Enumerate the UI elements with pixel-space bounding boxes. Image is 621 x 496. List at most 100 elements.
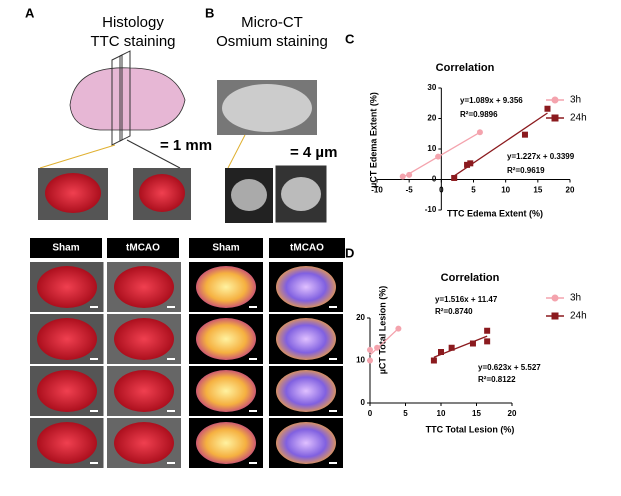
- y-tick-label: 20: [356, 313, 365, 322]
- fit-line: [402, 131, 481, 179]
- data-point: [374, 344, 381, 351]
- legend-label: 3h: [570, 95, 581, 106]
- data-point: [448, 344, 455, 351]
- legend-label: 24h: [570, 113, 587, 124]
- scale-mark: [329, 462, 337, 464]
- data-point: [430, 357, 437, 364]
- x-tick-label: 0: [439, 186, 444, 195]
- brain-slice: [114, 422, 174, 464]
- x-tick-label: 15: [533, 186, 542, 195]
- panel-title: TTC staining: [90, 33, 175, 50]
- x-tick-label: 5: [471, 186, 476, 195]
- scale-mark: [329, 306, 337, 308]
- brain-slice: [196, 266, 256, 308]
- data-point: [464, 161, 471, 168]
- scale-mark: [329, 358, 337, 360]
- data-point: [451, 174, 458, 181]
- data-point: [395, 325, 402, 332]
- legend-label: 3h: [570, 293, 581, 304]
- annotation: y=1.089x + 9.356: [460, 96, 523, 105]
- scale-mark: [167, 462, 175, 464]
- annotation: y=1.516x + 11.47: [435, 295, 498, 304]
- scale-mark: [249, 410, 257, 412]
- data-point: [484, 327, 491, 334]
- x-tick-label: 5: [403, 409, 408, 418]
- scale-bar: = 4 µm: [290, 144, 337, 161]
- data-point: [435, 153, 442, 160]
- scale-mark: [167, 358, 175, 360]
- brain-slice: [37, 266, 97, 308]
- chart-title: Correlation: [441, 272, 500, 284]
- y-tick-label: 0: [432, 175, 437, 184]
- data-point: [484, 338, 491, 345]
- scale-mark: [329, 410, 337, 412]
- annotation: R²=0.8740: [435, 307, 473, 316]
- data-point: [367, 346, 373, 353]
- brain-slice: [276, 422, 336, 464]
- legend-marker: [551, 96, 559, 104]
- chart-title: Correlation: [436, 62, 495, 74]
- y-tick-label: 0: [361, 398, 366, 407]
- column-header: Sham: [52, 243, 79, 254]
- data-point: [467, 160, 474, 167]
- header-bars: [30, 238, 345, 258]
- scale-bar: = 1 mm: [160, 137, 212, 154]
- data-point: [469, 340, 476, 347]
- y-tick-label: 30: [427, 83, 436, 92]
- brain-slice: [196, 422, 256, 464]
- scale-mark: [90, 306, 98, 308]
- x-axis-title: TTC Edema Extent (%): [447, 208, 543, 218]
- x-tick-label: -5: [406, 186, 414, 195]
- slice-images: [38, 168, 191, 220]
- scale-mark: [167, 410, 175, 412]
- x-tick-label: -10: [371, 186, 383, 195]
- x-tick-label: 20: [566, 186, 575, 195]
- brain-slice: [37, 422, 97, 464]
- image-grid: [30, 262, 343, 468]
- scale-mark: [167, 306, 175, 308]
- panel-title: Osmium staining: [216, 33, 328, 50]
- data-point: [406, 171, 413, 178]
- y-tick-label: 20: [427, 114, 436, 123]
- column-header: tMCAO: [290, 243, 324, 254]
- panel-label: B: [205, 5, 214, 20]
- brain-slice: [276, 370, 336, 412]
- legend-marker: [551, 294, 559, 302]
- scale-mark: [90, 410, 98, 412]
- scale-mark: [90, 462, 98, 464]
- x-tick-label: 0: [368, 409, 373, 418]
- data-point: [521, 131, 528, 138]
- annotation: R²=0.9896: [460, 110, 498, 119]
- y-tick-label: 10: [427, 144, 436, 153]
- x-tick-label: 20: [508, 409, 517, 418]
- brain-slice: [196, 318, 256, 360]
- column-header: tMCAO: [126, 243, 160, 254]
- brain-slice: [196, 370, 256, 412]
- column-header: Sham: [212, 243, 239, 254]
- y-axis-title: µCT Total Lesion (%): [377, 286, 387, 375]
- annotation: R²=0.9619: [507, 166, 545, 175]
- brain-slice: [114, 318, 174, 360]
- data-point: [399, 173, 406, 180]
- legend-marker: [551, 114, 559, 122]
- legend-marker: [551, 312, 559, 320]
- annotation: R²=0.8122: [478, 375, 516, 384]
- scale-mark: [249, 358, 257, 360]
- annotation: y=0.623x + 5.527: [478, 363, 541, 372]
- panel-label: C: [345, 31, 355, 46]
- fit-line: [369, 328, 399, 356]
- brain-slice: [37, 370, 97, 412]
- scale-mark: [90, 358, 98, 360]
- brain-slice: [37, 318, 97, 360]
- brain-slice: [114, 266, 174, 308]
- scale-mark: [249, 462, 257, 464]
- data-point: [438, 349, 444, 355]
- data-point: [367, 357, 373, 364]
- y-axis-title: µCT Edema Extent (%): [368, 92, 378, 188]
- data-point: [476, 129, 483, 136]
- panel-title: Micro-CT: [241, 14, 303, 31]
- x-tick-label: 10: [437, 409, 446, 418]
- annotation: y=1.227x + 0.3399: [507, 152, 575, 161]
- scale-mark: [249, 306, 257, 308]
